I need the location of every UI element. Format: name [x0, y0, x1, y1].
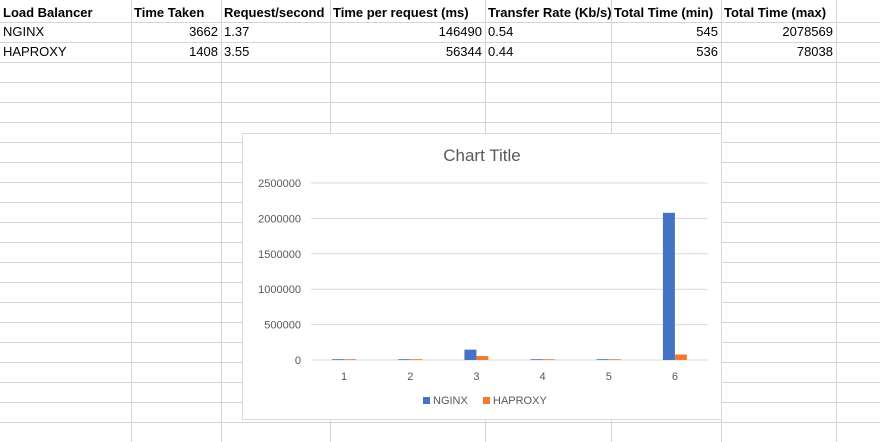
column-divider [221, 0, 222, 442]
cell-total-time-max[interactable]: 78038 [796, 44, 833, 59]
embedded-chart[interactable]: Chart Title 0 500000 1000000 1500000 2000000… [242, 133, 722, 420]
row-divider [0, 82, 880, 83]
header-cell-total-time-min[interactable]: Total Time (min) [614, 5, 714, 20]
bar-haproxy-3 [476, 356, 489, 360]
header-cell-time-per-request[interactable]: Time per request (ms) [333, 5, 469, 20]
bar-haproxy-4 [542, 359, 555, 360]
cell-total-time-min[interactable]: 545 [696, 24, 718, 39]
cell-time-taken[interactable]: 1408 [189, 44, 218, 59]
cell-request-per-second[interactable]: 1.37 [224, 24, 250, 39]
x-tick-label: 3 [473, 371, 479, 383]
chart-plot-area: 0 500000 1000000 1500000 2000000 2500000 1 2 3 4 5… [258, 178, 708, 383]
header-cell-request-per-second[interactable]: Request/second [224, 5, 325, 20]
bar-haproxy-6 [674, 354, 687, 360]
x-tick-label: 1 [341, 371, 347, 383]
bar-nginx-1 [332, 359, 345, 360]
y-tick-label: 1500000 [258, 249, 301, 261]
cell-request-per-second[interactable]: 3.55 [224, 44, 250, 59]
cell-transfer-rate[interactable]: 0.54 [488, 24, 514, 39]
row-divider [0, 122, 880, 123]
legend-label-haproxy: HAPROXY [493, 395, 547, 407]
bar-nginx-2 [398, 359, 411, 360]
bar-nginx-3 [464, 349, 477, 360]
legend-swatch-nginx [423, 397, 430, 404]
legend-item-haproxy[interactable]: HAPROXY [483, 395, 547, 407]
cell-load-balancer[interactable]: HAPROXY [3, 44, 67, 59]
bar-haproxy-2 [410, 359, 423, 360]
bar-haproxy-1 [344, 359, 357, 360]
bar-haproxy-5 [608, 359, 621, 360]
y-tick-label: 500000 [264, 320, 301, 332]
bar-nginx-5 [596, 359, 609, 360]
y-tick-label: 2000000 [258, 213, 301, 225]
legend-item-nginx[interactable]: NGINX [423, 395, 468, 407]
header-cell-total-time-max[interactable]: Total Time (max) [724, 5, 827, 20]
cell-time-per-request[interactable]: 56344 [445, 44, 482, 59]
cell-time-per-request[interactable]: 146490 [438, 24, 482, 39]
cell-total-time-max[interactable]: 2078569 [782, 24, 833, 39]
x-tick-label: 2 [407, 371, 413, 383]
x-tick-label: 6 [672, 371, 678, 383]
header-cell-time-taken[interactable]: Time Taken [134, 5, 205, 20]
cell-total-time-min[interactable]: 536 [696, 44, 718, 59]
x-tick-label: 4 [540, 371, 546, 383]
column-divider [836, 0, 837, 442]
header-cell-transfer-rate[interactable]: Transfer Rate (Kb/s) [488, 5, 612, 20]
row-divider [0, 102, 880, 103]
row-divider [0, 422, 880, 423]
bar-nginx-6 [662, 212, 675, 360]
legend-label-nginx: NGINX [433, 395, 468, 407]
header-cell-load-balancer[interactable]: Load Balancer [3, 5, 93, 20]
y-tick-label: 0 [295, 355, 301, 367]
bar-nginx-4 [530, 359, 543, 360]
row-divider [0, 42, 880, 43]
chart-title[interactable]: Chart Title [443, 146, 521, 165]
y-tick-label: 1000000 [258, 284, 301, 296]
row-divider [0, 22, 880, 23]
y-tick-label: 2500000 [258, 178, 301, 190]
row-divider [0, 62, 880, 63]
cell-transfer-rate[interactable]: 0.44 [488, 44, 514, 59]
legend-swatch-haproxy [483, 397, 490, 404]
cell-time-taken[interactable]: 3662 [189, 24, 218, 39]
cell-load-balancer[interactable]: NGINX [3, 24, 45, 39]
column-divider [131, 0, 132, 442]
x-tick-label: 5 [606, 371, 612, 383]
